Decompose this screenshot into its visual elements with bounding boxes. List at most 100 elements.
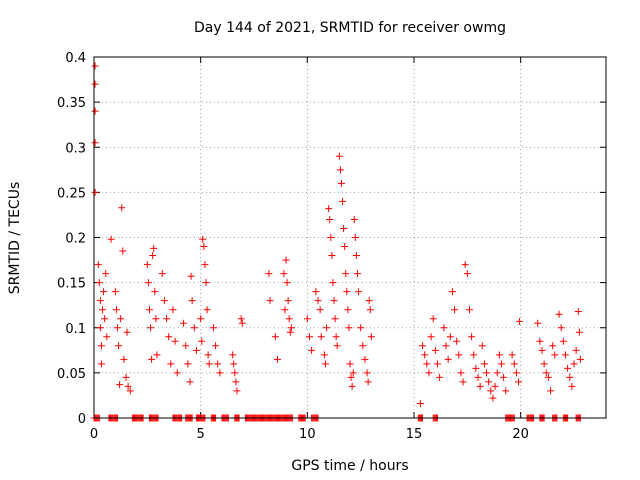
data-point xyxy=(444,355,452,363)
data-point xyxy=(335,152,343,160)
data-point xyxy=(346,360,354,368)
y-tick-label: 0.1 xyxy=(65,322,86,337)
data-point xyxy=(489,394,497,402)
data-point xyxy=(425,369,433,377)
data-point xyxy=(483,369,491,377)
data-point xyxy=(343,288,351,296)
data-point xyxy=(103,333,111,341)
data-point xyxy=(352,252,360,260)
data-point xyxy=(345,324,353,332)
x-tick-label: 0 xyxy=(90,427,98,442)
data-point xyxy=(497,360,505,368)
data-point xyxy=(534,319,542,327)
data-point xyxy=(327,234,335,241)
data-point xyxy=(576,355,584,363)
data-point xyxy=(508,351,516,359)
data-point xyxy=(283,279,291,287)
data-point xyxy=(325,205,333,213)
data-point xyxy=(328,252,336,260)
data-point xyxy=(455,351,463,359)
data-point xyxy=(232,378,240,386)
data-point xyxy=(186,378,194,386)
data-point xyxy=(203,306,211,314)
data-point xyxy=(353,270,361,278)
y-tick-label: 0.3 xyxy=(65,141,86,156)
data-point xyxy=(158,270,166,278)
data-point xyxy=(367,333,375,341)
data-point xyxy=(118,204,126,212)
plot-frame xyxy=(93,56,607,419)
data-point xyxy=(102,270,110,278)
data-point xyxy=(123,328,131,336)
y-tick-label: 0.35 xyxy=(57,96,86,111)
data-point xyxy=(205,360,213,368)
data-point xyxy=(169,306,177,314)
data-point xyxy=(540,360,548,368)
data-point xyxy=(468,333,476,341)
data-point xyxy=(568,382,576,390)
data-point xyxy=(286,328,294,336)
data-point xyxy=(561,351,569,359)
data-point xyxy=(357,324,365,332)
data-point xyxy=(433,360,441,368)
data-point xyxy=(440,324,448,332)
data-point xyxy=(448,288,456,296)
data-point xyxy=(99,306,107,314)
data-point xyxy=(148,355,156,363)
data-point xyxy=(152,315,160,323)
data-point xyxy=(285,315,293,323)
data-point xyxy=(502,387,510,395)
axis-ticks: 0 5 10 15 20 0 0.05 0.1 0.15 0.2 0.25 0.3 0.35 0.4 xyxy=(57,51,606,442)
data-point xyxy=(101,315,109,323)
data-point xyxy=(284,297,292,305)
data-point xyxy=(91,62,99,70)
data-point xyxy=(491,382,499,390)
data-point xyxy=(512,369,520,377)
data-point xyxy=(575,328,583,336)
x-tick-label: 20 xyxy=(512,427,529,442)
data-point xyxy=(493,369,501,377)
x-tick-label: 15 xyxy=(406,427,423,442)
data-point xyxy=(557,324,565,332)
data-point xyxy=(96,324,104,332)
data-point xyxy=(551,351,559,359)
data-point xyxy=(431,346,439,354)
data-point xyxy=(266,297,274,305)
data-point xyxy=(95,279,103,287)
data-point xyxy=(544,373,552,381)
data-point xyxy=(126,387,134,395)
data-point xyxy=(416,400,424,408)
y-tick-label: 0.15 xyxy=(57,277,86,292)
y-axis-label: SRMTID / TECUs xyxy=(7,182,23,295)
data-point xyxy=(350,215,358,223)
y-tick-label: 0.05 xyxy=(57,367,86,382)
data-point xyxy=(107,235,115,243)
data-point xyxy=(147,324,155,332)
data-point xyxy=(480,360,488,368)
data-point xyxy=(326,215,334,223)
data-point xyxy=(122,373,130,381)
data-point xyxy=(500,373,508,381)
data-point xyxy=(237,315,245,323)
data-point xyxy=(116,381,124,389)
data-point xyxy=(149,252,157,260)
data-point xyxy=(91,188,99,196)
data-point xyxy=(366,306,374,314)
data-point xyxy=(429,315,437,323)
data-point xyxy=(91,139,99,147)
data-point xyxy=(332,333,340,341)
data-point xyxy=(320,351,328,359)
data-point xyxy=(347,373,355,381)
data-point xyxy=(572,346,580,354)
data-point xyxy=(192,346,200,354)
data-point xyxy=(171,337,179,345)
data-point xyxy=(339,197,347,205)
data-point xyxy=(312,288,320,296)
data-point xyxy=(451,306,459,314)
data-point xyxy=(165,333,173,341)
data-point xyxy=(97,360,105,368)
data-point xyxy=(453,337,461,345)
data-point xyxy=(91,107,99,115)
data-point xyxy=(364,378,372,386)
